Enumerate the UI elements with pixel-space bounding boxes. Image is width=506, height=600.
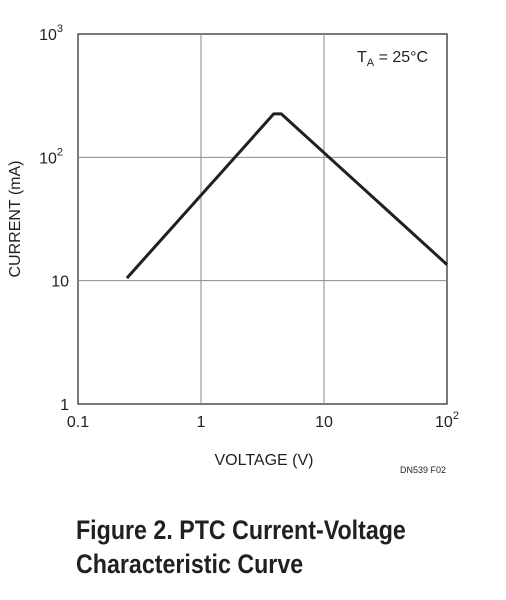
y-tick-labels: 1 10 102 103	[39, 23, 69, 414]
x-axis-label: VOLTAGE (V)	[215, 452, 314, 469]
x-tick-label: 0.1	[67, 414, 89, 431]
y-axis-label: CURRENT (mA)	[7, 160, 24, 277]
y-tick-label: 102	[39, 146, 63, 167]
figure-code: DN539 F02	[400, 465, 446, 475]
y-tick-label: 103	[39, 23, 63, 44]
caption-line-2: Characteristic Curve	[76, 549, 304, 579]
x-tick-label: 10	[315, 414, 333, 431]
annotation-sub: A	[367, 57, 375, 69]
annotation-temperature: TA = 25°C	[357, 49, 428, 69]
grid	[78, 34, 447, 404]
annotation-rest: = 25°C	[374, 49, 428, 66]
series-line	[125, 112, 449, 280]
plot-frame	[77, 33, 448, 405]
x-tick-label: 1	[197, 414, 206, 431]
x-tick-labels: 0.1 1 10 102	[67, 410, 459, 431]
y-tick-label: 10	[51, 274, 69, 291]
x-tick-label: 102	[435, 410, 459, 431]
caption-line-1: Figure 2. PTC Current-Voltage	[76, 515, 406, 545]
annotation-t: T	[357, 49, 367, 66]
y-tick-label: 1	[60, 397, 69, 414]
figure-caption: Figure 2. PTC Current-Voltage Characteri…	[76, 513, 437, 581]
